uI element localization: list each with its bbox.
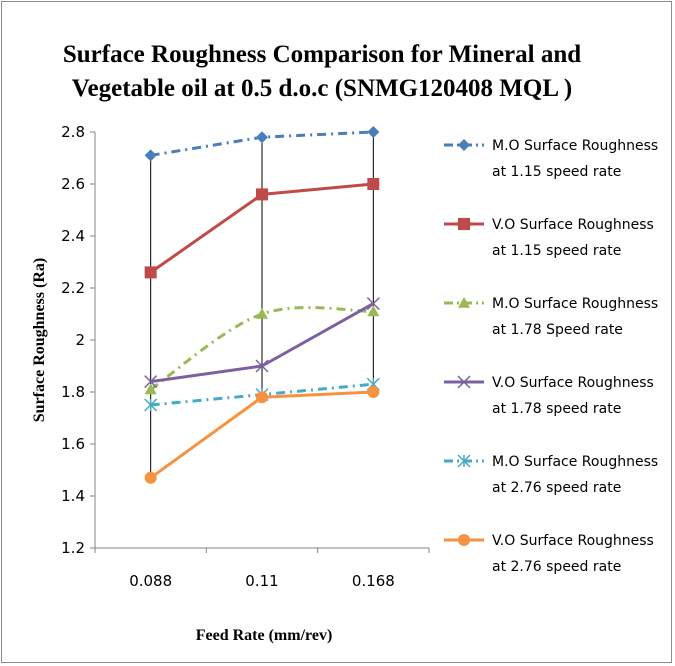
data-point [256, 188, 268, 201]
chart-title-line-1: Surface Roughness Comparison for Mineral… [63, 41, 581, 68]
series-6 [144, 386, 380, 484]
data-point [367, 126, 380, 138]
legend-label-line-1: M.O Surface Roughness [492, 454, 658, 470]
series-layer [144, 126, 380, 484]
legend-marker [458, 534, 470, 546]
data-point [144, 149, 157, 162]
drop-lines [150, 132, 374, 478]
x-tick-label: 0.168 [352, 572, 395, 590]
data-point [144, 266, 157, 279]
y-tick-label: 1.8 [61, 383, 85, 401]
data-point [367, 305, 380, 317]
y-tick-label: 2.8 [61, 123, 85, 141]
series-3 [144, 305, 380, 395]
data-point [256, 308, 268, 319]
data-point [256, 391, 268, 404]
y-axis-ticks: 1.2 1.4 1.6 1.8 2 2.2 2.4 2.6 2.8 [61, 123, 95, 557]
data-point [144, 471, 157, 484]
y-axis-title: Surface Roughness (Ra) [31, 258, 48, 422]
data-point [144, 398, 158, 412]
y-tick-label: 2.2 [61, 279, 85, 297]
data-point [144, 375, 158, 389]
x-tick-label: 0.088 [129, 572, 172, 590]
legend-label-line-2: at 1.15 speed rate [492, 164, 621, 180]
chart-title-line-2: Vegetable oil at 0.5 d.o.c (SNMG120408 M… [72, 75, 572, 102]
x-axis-ticks: 0.088 0.11 0.168 [94, 548, 430, 590]
y-tick-label: 1.2 [61, 539, 85, 557]
legend-entry-2: V.O Surface Roughness at 1.15 speed rate [444, 217, 654, 259]
data-point [255, 359, 269, 373]
legend-marker [457, 454, 471, 468]
data-point [256, 131, 268, 144]
chart-title: Surface Roughness Comparison for Mineral… [63, 41, 581, 102]
y-tick-label: 2.6 [61, 175, 85, 193]
legend-label-line-1: V.O Surface Roughness [492, 217, 654, 233]
legend-label-line-1: M.O Surface Roughness [492, 138, 658, 154]
y-tick-label: 2.4 [61, 227, 85, 245]
legend-entry-6: V.O Surface Roughness at 2.76 speed rate [444, 533, 654, 575]
data-point [144, 383, 157, 395]
legend-entry-1: M.O Surface Roughness at 1.15 speed rate [444, 138, 658, 180]
x-axis-title: Feed Rate (mm/rev) [196, 627, 333, 644]
legend-entry-5: M.O Surface Roughness at 2.76 speed rate [444, 454, 658, 496]
legend-entry-4: V.O Surface Roughness at 1.78 speed rate [444, 375, 654, 417]
series-1 [144, 126, 380, 162]
legend-marker [458, 297, 470, 308]
legend-label-line-2: at 1.78 Speed rate [492, 322, 623, 338]
legend-label-line-1: V.O Surface Roughness [492, 375, 654, 391]
legend-marker [458, 218, 470, 230]
legend-entry-3: M.O Surface Roughness at 1.78 Speed rate [444, 296, 658, 338]
legend-label-line-2: at 1.15 speed rate [492, 243, 621, 259]
y-tick-label: 1.6 [61, 435, 85, 453]
data-point [367, 386, 380, 398]
data-point [367, 178, 380, 190]
x-tick-label: 0.11 [245, 572, 278, 590]
legend-marker [457, 375, 471, 389]
series-line [149, 390, 374, 480]
data-point [366, 297, 380, 311]
legend-label-line-1: V.O Surface Roughness [492, 533, 654, 549]
y-tick-label: 2 [75, 331, 85, 349]
legend-label-line-2: at 2.76 speed rate [492, 480, 621, 496]
y-tick-label: 1.4 [61, 487, 85, 505]
series-2 [144, 178, 380, 279]
series-4 [144, 297, 380, 389]
legend-label-line-1: M.O Surface Roughness [492, 296, 658, 312]
legend-marker [458, 139, 470, 151]
legend-label-line-2: at 1.78 speed rate [492, 401, 621, 417]
legend-label-line-2: at 2.76 speed rate [492, 559, 621, 575]
